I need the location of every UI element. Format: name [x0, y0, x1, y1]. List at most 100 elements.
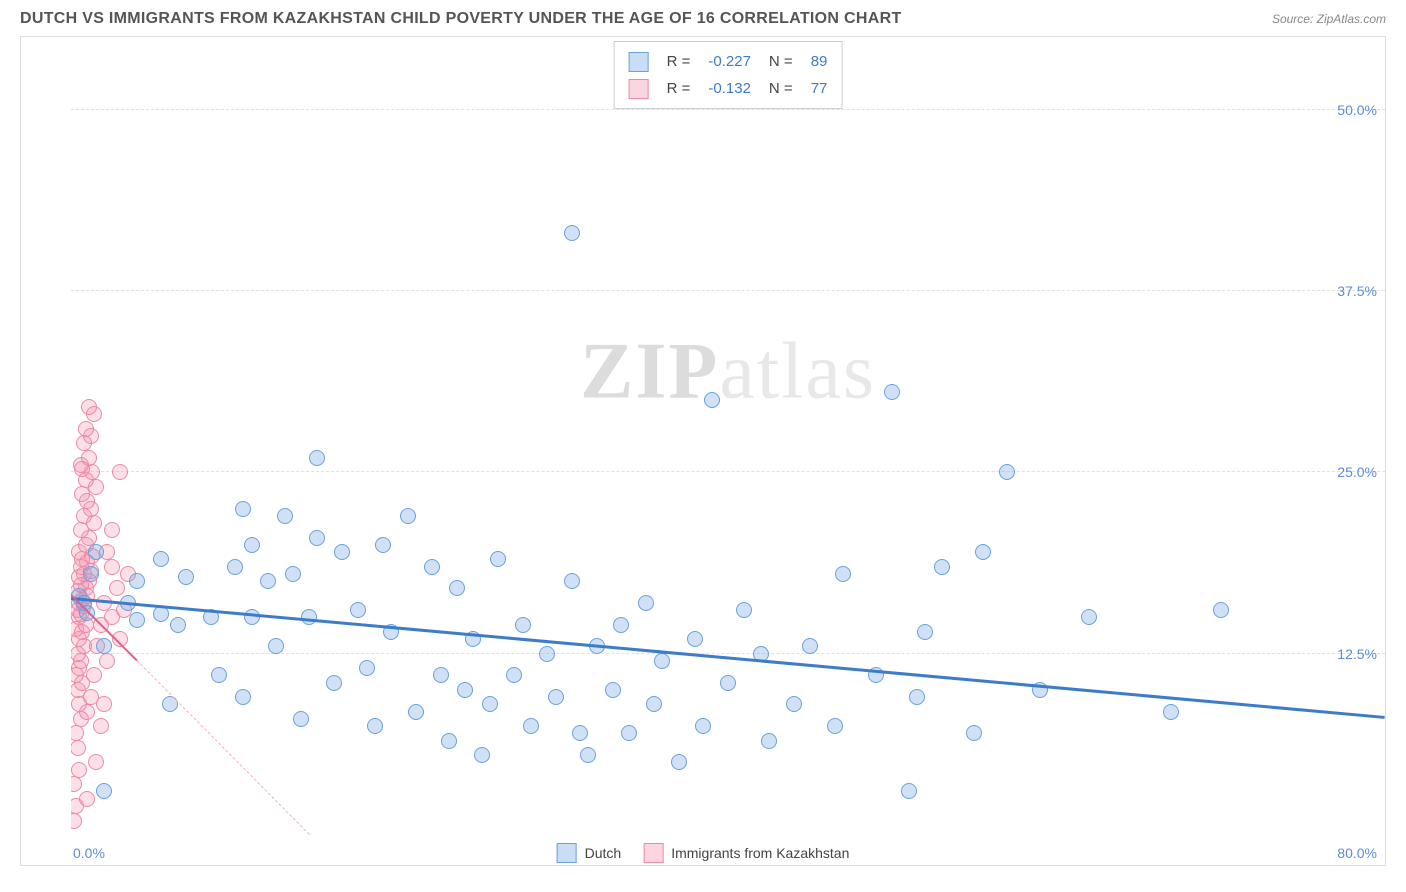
grid-line: [71, 290, 1385, 291]
data-point: [359, 660, 375, 676]
data-point: [646, 696, 662, 712]
legend-item-kazakhstan: Immigrants from Kazakhstan: [643, 843, 849, 863]
swatch-dutch-icon: [629, 52, 649, 72]
header-bar: DUTCH VS IMMIGRANTS FROM KAZAKHSTAN CHIL…: [0, 0, 1406, 32]
data-point: [408, 704, 424, 720]
data-point: [81, 399, 97, 415]
data-point: [86, 667, 102, 683]
r-label: R =: [667, 75, 691, 102]
data-point: [285, 566, 301, 582]
n-label: N =: [769, 48, 793, 75]
data-point: [260, 573, 276, 589]
y-tick-label: 50.0%: [1337, 102, 1377, 118]
legend-label-kazakhstan: Immigrants from Kazakhstan: [671, 845, 849, 861]
data-point: [433, 667, 449, 683]
data-point: [309, 450, 325, 466]
data-point: [71, 725, 84, 741]
data-point: [96, 696, 112, 712]
data-point: [999, 464, 1015, 480]
data-point: [334, 544, 350, 560]
data-point: [424, 559, 440, 575]
data-point: [515, 617, 531, 633]
data-point: [309, 530, 325, 546]
data-point: [490, 551, 506, 567]
data-point: [79, 791, 95, 807]
data-point: [93, 718, 109, 734]
data-point: [367, 718, 383, 734]
data-point: [613, 617, 629, 633]
data-point: [71, 762, 87, 778]
data-point: [244, 537, 260, 553]
data-point: [761, 733, 777, 749]
stats-row-dutch: R = -0.227 N = 89: [629, 48, 828, 75]
data-point: [564, 573, 580, 589]
grid-line: [71, 471, 1385, 472]
data-point: [975, 544, 991, 560]
data-point: [326, 675, 342, 691]
watermark-light: atlas: [719, 328, 876, 416]
data-point: [153, 551, 169, 567]
watermark: ZIPatlas: [580, 327, 876, 418]
data-point: [966, 725, 982, 741]
data-point: [350, 602, 366, 618]
y-tick-label: 37.5%: [1337, 283, 1377, 299]
data-point: [96, 638, 112, 654]
swatch-kazakhstan-icon: [643, 843, 663, 863]
series-legend: Dutch Immigrants from Kazakhstan: [549, 843, 858, 863]
stats-legend-box: R = -0.227 N = 89 R = -0.132 N = 77: [614, 41, 843, 109]
grid-line: [71, 109, 1385, 110]
data-point: [474, 747, 490, 763]
legend-label-dutch: Dutch: [585, 845, 622, 861]
data-point: [268, 638, 284, 654]
data-point: [523, 718, 539, 734]
data-point: [375, 537, 391, 553]
data-point: [449, 580, 465, 596]
data-point: [153, 606, 169, 622]
data-point: [695, 718, 711, 734]
data-point: [129, 573, 145, 589]
data-point: [71, 740, 86, 756]
data-point: [835, 566, 851, 582]
data-point: [539, 646, 555, 662]
data-point: [104, 522, 120, 538]
data-point: [170, 617, 186, 633]
kazakhstan-n-value: 77: [811, 75, 828, 102]
data-point: [88, 754, 104, 770]
source-prefix: Source:: [1272, 12, 1317, 26]
data-point: [654, 653, 670, 669]
data-point: [109, 580, 125, 596]
data-point: [1081, 609, 1097, 625]
data-point: [227, 559, 243, 575]
data-point: [548, 689, 564, 705]
x-axis-min-label: 0.0%: [73, 845, 105, 861]
data-point: [884, 384, 900, 400]
data-point: [79, 704, 95, 720]
n-label: N =: [769, 75, 793, 102]
data-point: [78, 421, 94, 437]
chart-title: DUTCH VS IMMIGRANTS FROM KAZAKHSTAN CHIL…: [20, 10, 902, 28]
data-point: [704, 392, 720, 408]
data-point: [293, 711, 309, 727]
data-point: [802, 638, 818, 654]
kazakhstan-r-value: -0.132: [708, 75, 751, 102]
data-point: [827, 718, 843, 734]
data-point: [96, 783, 112, 799]
source-link[interactable]: ZipAtlas.com: [1317, 12, 1386, 26]
watermark-bold: ZIP: [580, 328, 719, 416]
data-point: [564, 225, 580, 241]
data-point: [917, 624, 933, 640]
data-point: [211, 667, 227, 683]
data-point: [244, 609, 260, 625]
data-point: [235, 689, 251, 705]
data-point: [235, 501, 251, 517]
data-point: [1213, 602, 1229, 618]
legend-item-dutch: Dutch: [557, 843, 622, 863]
data-point: [580, 747, 596, 763]
data-point: [572, 725, 588, 741]
r-label: R =: [667, 48, 691, 75]
data-point: [638, 595, 654, 611]
plot-area: ZIPatlas R = -0.227 N = 89 R = -0.132 N …: [71, 37, 1385, 835]
data-point: [934, 559, 950, 575]
data-point: [605, 682, 621, 698]
data-point: [441, 733, 457, 749]
